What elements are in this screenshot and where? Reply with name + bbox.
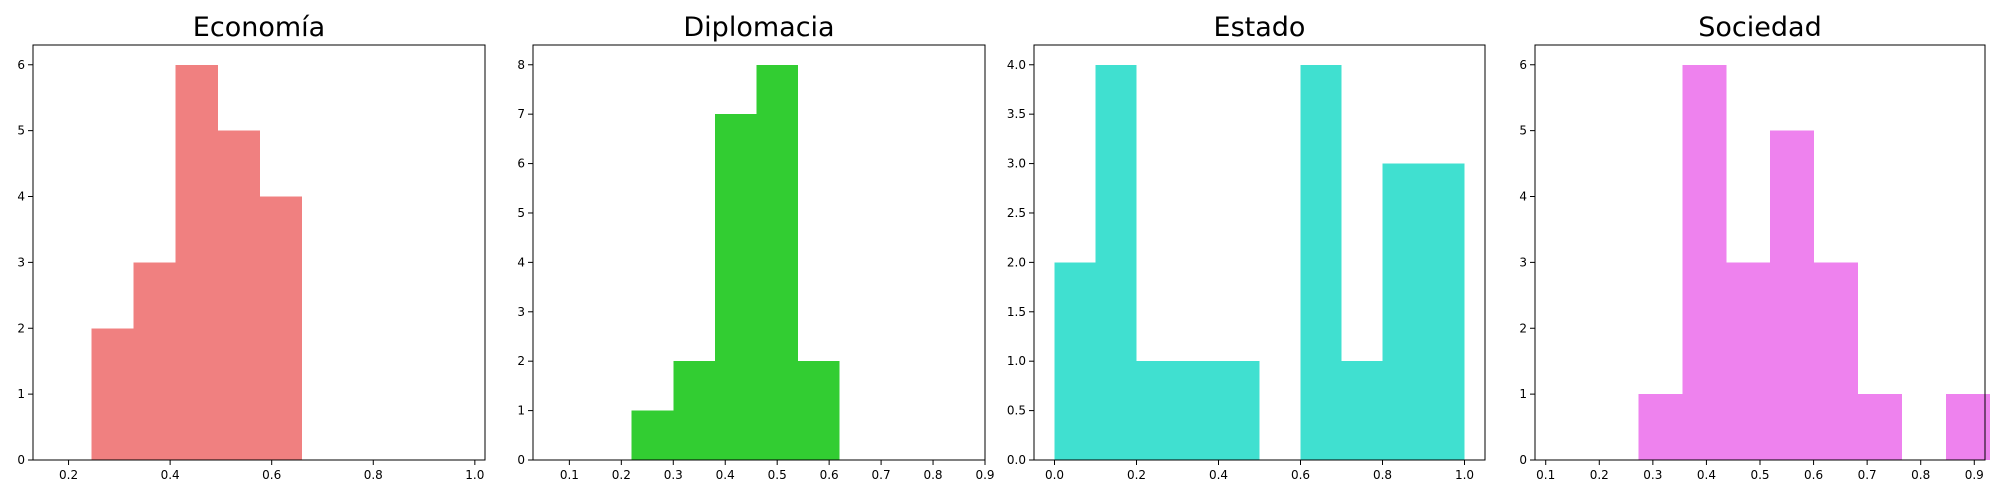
y-tick-label: 1 [1519, 387, 1527, 401]
y-tick-label: 0 [517, 453, 525, 467]
y-tick-label: 5 [517, 206, 525, 220]
x-tick-label: 0.6 [1804, 468, 1823, 482]
subplot-title: Sociedad [1698, 12, 1821, 43]
subplot-title: Economía [193, 12, 325, 43]
plot-frame [532, 44, 986, 461]
histogram-bar [1638, 394, 1683, 460]
subplot-4: 0.1 0.2 0.3 0.4 0.5 0.6 0.7 0.8 0.9 0 1 2 3 4 5 6 Socied… [1519, 12, 1990, 482]
y-tick-label: 5 [17, 124, 25, 138]
plot-frame [32, 44, 486, 461]
x-tick-label: 0.4 [161, 468, 180, 482]
histogram-bar [1770, 130, 1815, 460]
y-tick-label: 0.5 [1007, 404, 1026, 418]
histogram-bar [1423, 163, 1465, 461]
x-tick-label: 0.2 [612, 468, 631, 482]
histogram-bar [1726, 262, 1771, 460]
x-tick-label: 0.8 [1373, 468, 1392, 482]
y-tick-label: 0 [17, 453, 25, 467]
y-tick-label: 0.0 [1007, 453, 1026, 467]
x-tick-label: 0.9 [975, 468, 994, 482]
histogram-bar [1136, 361, 1178, 460]
y-tick-label: 6 [517, 157, 525, 171]
histogram-bar [1218, 361, 1260, 460]
x-tick-label: 0.8 [1911, 468, 1930, 482]
x-tick-label: 0.9 [1965, 468, 1984, 482]
x-tick-label: 0.1 [1536, 468, 1555, 482]
y-tick-label: 2 [17, 321, 25, 335]
histogram-bar [91, 328, 134, 460]
y-tick-label: 4.0 [1007, 58, 1026, 72]
plot-frame [1033, 44, 1486, 461]
y-tick-label: 1.5 [1007, 305, 1026, 319]
y-tick-label: 1 [517, 404, 525, 418]
histogram-bar [1054, 262, 1096, 460]
y-tick-label: 7 [517, 107, 525, 121]
x-tick-label: 1.0 [465, 468, 484, 482]
y-tick-label: 1.0 [1007, 354, 1026, 368]
x-tick-label: 0.3 [1643, 468, 1662, 482]
x-tick-label: 0.8 [923, 468, 942, 482]
x-tick-label: 0.7 [872, 468, 891, 482]
x-tick-label: 0.4 [716, 468, 735, 482]
y-tick-label: 2 [1519, 321, 1527, 335]
x-tick-label: 0.5 [768, 468, 787, 482]
y-tick-label: 1 [17, 387, 25, 401]
x-tick-label: 0.3 [664, 468, 683, 482]
y-tick-label: 4 [1519, 190, 1527, 204]
y-tick-label: 4 [517, 255, 525, 269]
x-tick-label: 0.0 [1045, 468, 1064, 482]
x-tick-label: 0.6 [1291, 468, 1310, 482]
y-tick-label: 0 [1519, 453, 1527, 467]
y-tick-label: 5 [1519, 124, 1527, 138]
histogram-bar [1300, 64, 1342, 460]
y-tick-label: 3.5 [1007, 107, 1026, 121]
histogram-bar [714, 114, 757, 461]
x-tick-label: 0.2 [1590, 468, 1609, 482]
x-tick-label: 0.1 [560, 468, 579, 482]
x-tick-label: 0.8 [364, 468, 383, 482]
subplot-title: Diplomacia [683, 12, 834, 43]
x-tick-label: 0.6 [820, 468, 839, 482]
y-tick-label: 3 [517, 305, 525, 319]
y-tick-label: 4 [17, 190, 25, 204]
histogram-bar [756, 64, 798, 460]
histogram-bar [673, 361, 715, 460]
subplot-2: 0.1 0.2 0.3 0.4 0.5 0.6 0.7 0.8 0.9 0 1 2 3 4 5 6 7 8 Dipl… [517, 12, 994, 482]
x-tick-label: 0.5 [1750, 468, 1769, 482]
y-tick-label: 3.0 [1007, 157, 1026, 171]
x-tick-label: 0.4 [1697, 468, 1716, 482]
subplot-3: 0.0 0.2 0.4 0.6 0.8 1.0 0.0 0.5 1.0 1.5 2.0 2.5 3.0 3… [1007, 12, 1486, 482]
histogram-bar [1814, 262, 1859, 460]
y-tick-label: 6 [17, 58, 25, 72]
y-tick-label: 2.5 [1007, 206, 1026, 220]
x-tick-label: 1.0 [1455, 468, 1474, 482]
histogram-bar [133, 262, 176, 460]
y-tick-label: 2 [517, 354, 525, 368]
x-tick-label: 0.4 [1209, 468, 1228, 482]
histogram-bar [1945, 394, 1990, 460]
histogram-bar [1341, 361, 1383, 460]
histogram-bar [175, 64, 218, 460]
histogram-bar [1682, 64, 1727, 460]
histogram-bar [217, 130, 261, 460]
histogram-bar [1382, 163, 1424, 461]
y-tick-label: 3 [1519, 255, 1527, 269]
y-tick-label: 8 [517, 58, 525, 72]
histogram-bar [260, 196, 303, 460]
y-tick-label: 6 [1519, 58, 1527, 72]
subplot-1: 0.2 0.4 0.6 0.8 1.0 0 1 2 3 4 5 6 Economía [17, 12, 486, 482]
histogram-bar [1858, 394, 1902, 460]
x-tick-label: 0.7 [1858, 468, 1877, 482]
y-tick-label: 3 [17, 255, 25, 269]
x-tick-label: 0.6 [262, 468, 281, 482]
subplot-title: Estado [1214, 12, 1306, 43]
x-tick-label: 0.2 [59, 468, 78, 482]
histogram-bar [1095, 64, 1137, 460]
x-tick-label: 0.2 [1127, 468, 1146, 482]
histogram-bar [797, 361, 840, 460]
histogram-bar [631, 410, 674, 460]
y-tick-label: 2.0 [1007, 255, 1026, 269]
histogram-bar [1177, 361, 1219, 460]
